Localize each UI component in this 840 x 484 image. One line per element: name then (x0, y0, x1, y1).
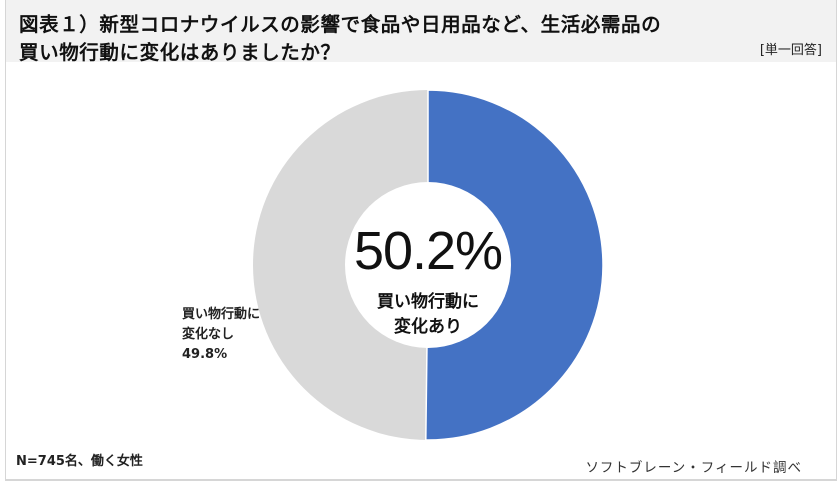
center-percentage: 50.2% (353, 221, 503, 281)
chart-header: 図表１）新型コロナウイルスの影響で食品や日用品など、生活必需品の 買い物行動に変… (6, 0, 836, 64)
not-changed-percentage: 49.8% (182, 347, 228, 362)
donut-hole (345, 182, 511, 348)
not-changed-label: 買い物行動に 変化なし 49.8% (182, 305, 260, 365)
answer-type-label: [単一回答] (759, 43, 822, 58)
chart-title-line2: 買い物行動に変化はありましたか？ (19, 41, 341, 64)
sample-note: N=745名、働く女性 (16, 454, 143, 469)
chart-frame (5, 0, 837, 481)
source-credit: ソフトブレーン・フィールド調べ (585, 460, 802, 476)
not-changed-label-line2: 変化なし (182, 327, 235, 342)
center-label-line1: 買い物行動に (377, 292, 479, 312)
donut-slice-changed (425, 89, 604, 441)
not-changed-label-line1: 買い物行動に (182, 307, 261, 322)
chart-title-line1: 図表１）新型コロナウイルスの影響で食品や日用品など、生活必需品の (19, 13, 662, 36)
center-label: 買い物行動に 変化あり (346, 290, 510, 340)
center-label-line2: 変化あり (394, 317, 462, 337)
